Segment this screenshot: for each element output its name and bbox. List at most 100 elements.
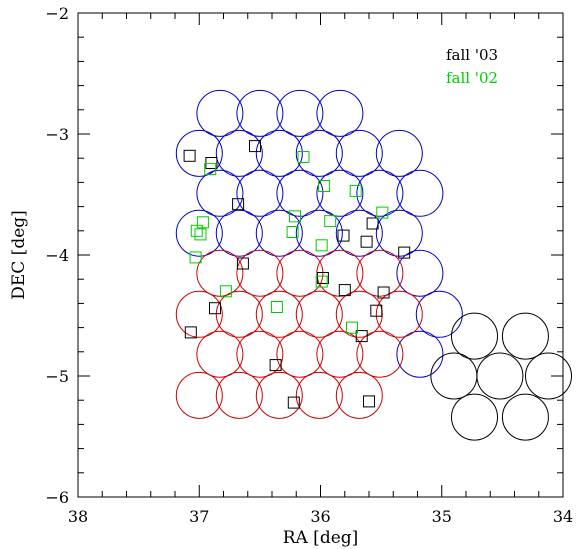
- y-tick-label: −3: [45, 125, 69, 144]
- y-axis-label: DEC [deg]: [9, 210, 29, 300]
- y-tick-label: −4: [45, 246, 69, 265]
- point-fall-03: [398, 246, 411, 259]
- point-fall-03: [338, 284, 351, 297]
- x-tick-label: 38: [68, 507, 88, 526]
- point-fall-02: [196, 216, 209, 229]
- field-circle: [375, 290, 423, 338]
- field-circle: [501, 393, 549, 441]
- y-tick-label: −2: [45, 4, 69, 23]
- field-circle: [451, 393, 498, 441]
- point-fall-02: [349, 184, 362, 197]
- field-circle: [356, 169, 404, 217]
- point-fall-03: [269, 359, 282, 372]
- x-tick-label: 34: [553, 507, 573, 526]
- legend-entry-fall-02: fall '02: [446, 69, 498, 87]
- field-circle: [295, 209, 343, 257]
- field-circle: [255, 371, 303, 419]
- field-circle: [356, 249, 404, 297]
- field-circle: [335, 371, 383, 419]
- field-circle: [215, 371, 263, 419]
- field-circle: [375, 209, 423, 257]
- field-circle: [335, 209, 383, 257]
- field-circle: [375, 129, 423, 177]
- field-circle: [236, 89, 284, 137]
- point-fall-03: [232, 198, 245, 211]
- point-fall-03: [183, 149, 196, 162]
- data-points: [183, 140, 411, 409]
- point-fall-03: [209, 302, 221, 315]
- field-circle: [335, 129, 383, 177]
- point-fall-02: [190, 224, 203, 237]
- y-tick-label: −6: [45, 488, 69, 507]
- field-circle: [175, 371, 223, 419]
- field-circle: [396, 330, 444, 378]
- field-circle: [276, 249, 324, 297]
- point-fall-02: [324, 215, 337, 228]
- field-circle: [430, 352, 478, 400]
- field-circle: [215, 209, 263, 257]
- field-circle: [196, 330, 244, 378]
- point-fall-02: [286, 226, 299, 238]
- x-tick-label: 37: [189, 507, 209, 526]
- field-circle: [175, 129, 223, 177]
- y-tick-label: −5: [45, 367, 69, 386]
- point-fall-03: [370, 304, 383, 317]
- point-fall-03: [377, 286, 390, 299]
- field-circle: [525, 352, 572, 400]
- point-fall-03: [249, 140, 261, 153]
- field-circle: [316, 169, 364, 217]
- point-fall-03: [236, 257, 249, 270]
- x-tick-label: 36: [310, 507, 330, 526]
- field-circle: [295, 371, 343, 419]
- point-fall-02: [189, 251, 202, 264]
- point-fall-03: [337, 229, 350, 242]
- point-fall-02: [315, 275, 328, 288]
- point-fall-03: [360, 235, 373, 248]
- field-circle: [295, 129, 343, 177]
- field-circle: [236, 169, 284, 217]
- field-circle: [215, 129, 263, 177]
- point-fall-02: [346, 321, 358, 334]
- field-circle: [356, 330, 404, 378]
- field-circle: [255, 129, 303, 177]
- field-circle: [276, 330, 324, 378]
- axis-ticks: [77, 12, 564, 498]
- field-circle: [276, 89, 324, 137]
- point-fall-02: [315, 239, 328, 252]
- field-circle: [295, 290, 343, 338]
- point-fall-03: [355, 330, 368, 343]
- field-circle: [415, 290, 463, 338]
- x-axis-label: RA [deg]: [283, 528, 359, 548]
- field-circle: [196, 89, 244, 137]
- field-circle: [316, 89, 364, 137]
- field-circle: [276, 169, 324, 217]
- tick-labels: 38 37 36 35 34 −6 −5 −4 −3 −2: [45, 4, 573, 526]
- field-circle: [501, 312, 549, 360]
- point-fall-02: [376, 206, 389, 219]
- x-tick-label: 35: [432, 507, 452, 526]
- point-fall-02: [318, 180, 331, 192]
- field-circle: [316, 249, 364, 297]
- point-fall-02: [194, 228, 207, 241]
- legend: fall '03 fall '02: [446, 46, 498, 87]
- field-circle: [396, 169, 444, 217]
- point-fall-02: [297, 151, 310, 163]
- field-circle: [175, 209, 223, 257]
- field-circle: [396, 249, 444, 297]
- point-fall-03: [287, 396, 300, 409]
- point-fall-03: [366, 217, 379, 230]
- field-circle: [236, 330, 284, 378]
- point-fall-02: [289, 210, 301, 223]
- point-fall-03: [205, 157, 218, 169]
- field-circle: [255, 209, 303, 257]
- field-circle: [196, 169, 244, 217]
- field-circle: [215, 290, 263, 338]
- field-circle: [476, 352, 524, 400]
- point-fall-03: [363, 395, 375, 408]
- field-circle: [451, 312, 498, 360]
- point-fall-03: [184, 326, 197, 339]
- field-circle: [236, 249, 284, 297]
- field-circles: [175, 89, 572, 441]
- legend-entry-fall-03: fall '03: [446, 46, 498, 64]
